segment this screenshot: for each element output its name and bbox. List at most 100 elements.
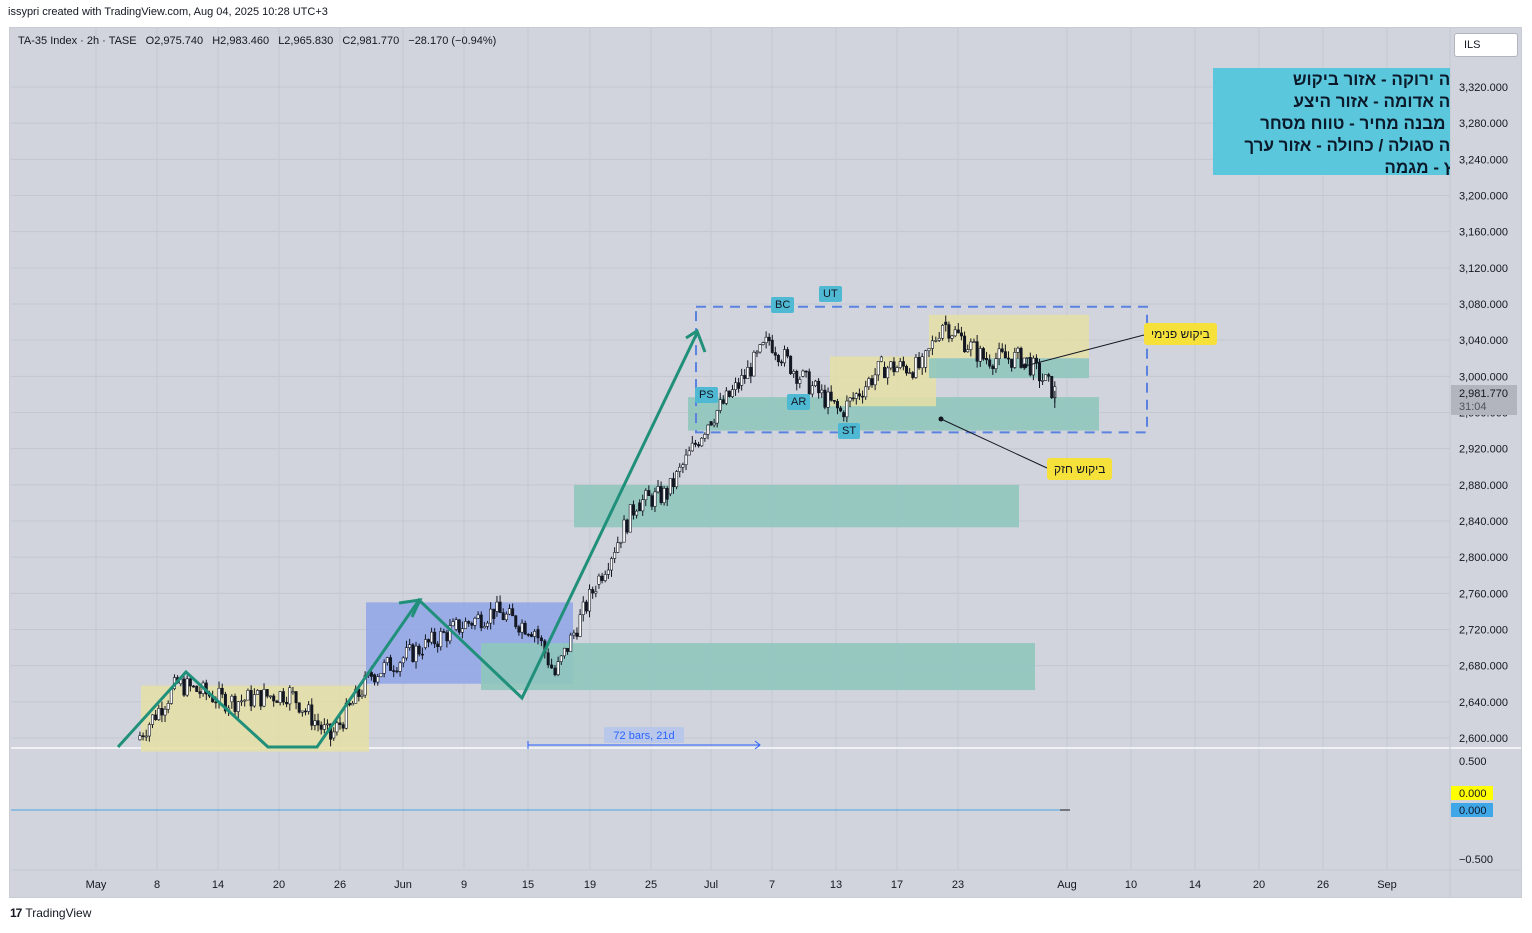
candle-body — [773, 352, 777, 356]
legend-note-box[interactable]: רצועה ירוקה - אזור ביקוש רצועה אדומה - א… — [1213, 68, 1450, 175]
price-tag-countdown: 31:04 — [1459, 401, 1487, 413]
candle-body — [281, 691, 285, 703]
candle-body — [734, 382, 738, 390]
candle-body — [941, 325, 945, 339]
candle-body — [789, 355, 793, 374]
candle-body — [233, 695, 237, 712]
callout-pointer-strong — [940, 418, 1048, 469]
candle-body — [420, 653, 424, 656]
candle-body — [185, 678, 189, 696]
candle-body — [1050, 375, 1054, 399]
candle-body — [236, 701, 240, 712]
candle-body — [297, 702, 301, 713]
time-tick-label: 7 — [769, 879, 775, 891]
callout-strong-demand[interactable]: ביקוש חזק — [1047, 458, 1113, 480]
candle-body — [693, 442, 697, 445]
candle-body — [953, 329, 957, 337]
candle-body — [517, 626, 521, 633]
candle-body — [188, 678, 192, 687]
candle-body — [539, 637, 543, 642]
legend-close: C2,981.770 — [342, 35, 400, 47]
label-st[interactable]: ST — [838, 423, 861, 439]
candle-body — [492, 608, 496, 619]
note-line-4: רצועה סגולה / כחולה - אזור ערך — [1244, 136, 1450, 155]
indicator-tick-label: −0.500 — [1459, 854, 1493, 866]
legend-open: O2,975.740 — [145, 35, 204, 47]
callout-inner-demand[interactable]: ביקוש פנימי — [1144, 323, 1217, 345]
candle-body — [433, 631, 437, 645]
measure-arrow — [754, 740, 761, 750]
candle-body — [256, 690, 260, 695]
callout-anchor-strong — [938, 416, 944, 422]
candle-body — [873, 374, 877, 386]
candle-body — [379, 672, 383, 678]
candle-body — [445, 632, 449, 642]
candle-body — [861, 395, 865, 398]
candle-body — [482, 626, 486, 629]
candle-body — [638, 502, 642, 512]
candle-body — [439, 631, 443, 648]
candle-body — [476, 614, 480, 619]
candle-body — [810, 385, 814, 395]
note-line-3: לבן - מבנה מחיר - טווח מסחר — [1260, 114, 1450, 133]
candle-body — [246, 690, 250, 701]
label-bc[interactable]: BC — [771, 297, 795, 313]
measure-label: 72 bars, 21d — [613, 730, 674, 742]
zone-demand-june — [481, 643, 1035, 691]
candle-body — [927, 348, 931, 352]
candle-body — [536, 629, 540, 639]
candle-body — [934, 340, 938, 342]
zone-range-late-july — [929, 314, 1089, 359]
candle-body — [616, 542, 620, 553]
candle-body — [600, 575, 604, 581]
candle-body — [520, 622, 524, 633]
candle-body — [376, 676, 380, 683]
candle-body — [914, 356, 918, 378]
price-tick-label: 3,240.000 — [1459, 154, 1508, 166]
candle-body — [395, 670, 399, 673]
candle-body — [578, 614, 582, 637]
time-tick-label: Aug — [1057, 879, 1077, 891]
candle-body — [886, 367, 890, 379]
candle-body — [854, 393, 858, 399]
candle-body — [997, 348, 1001, 360]
time-tick-label: 26 — [334, 879, 346, 891]
price-tick-label: 2,640.000 — [1459, 697, 1508, 709]
candle-body — [239, 700, 243, 703]
candle-body — [389, 657, 393, 671]
candle-body — [154, 714, 158, 720]
candle-body — [470, 623, 474, 626]
trend-arrow-head-1 — [398, 598, 423, 618]
trend-arrow-line — [116, 332, 699, 749]
symbol-legend[interactable]: TA-35 Index · 2h · TASE O2,975.740 H2,98… — [18, 35, 502, 47]
candle-body — [628, 504, 632, 533]
time-tick-label: 26 — [1317, 879, 1329, 891]
candle-body — [889, 361, 893, 369]
price-tick-label: 3,000.000 — [1459, 371, 1508, 383]
candle-body — [613, 552, 617, 559]
label-ut[interactable]: UT — [819, 286, 842, 302]
time-tick-label: Jul — [704, 879, 718, 891]
candle-body — [994, 358, 998, 370]
candle-body — [265, 689, 269, 697]
candle-body — [857, 393, 861, 397]
candle-body — [360, 694, 364, 697]
candle-body — [262, 689, 266, 707]
candle-body — [195, 685, 199, 692]
candle-body — [930, 340, 934, 349]
tradingview-logo[interactable]: 17 TradingView — [10, 906, 91, 920]
candle-body — [157, 708, 161, 720]
candle-body — [243, 699, 247, 702]
currency-button[interactable]: ILS — [1454, 33, 1518, 57]
time-tick-label: 9 — [461, 879, 467, 891]
label-ar[interactable]: AR — [787, 394, 811, 410]
candle-body — [300, 710, 304, 713]
candle-body — [1013, 352, 1017, 368]
candle-body — [1047, 374, 1051, 377]
label-ps[interactable]: PS — [695, 387, 718, 403]
candle-body — [584, 601, 588, 612]
candle-body — [1003, 351, 1007, 359]
candle-body — [801, 370, 805, 377]
candle-body — [147, 724, 151, 737]
